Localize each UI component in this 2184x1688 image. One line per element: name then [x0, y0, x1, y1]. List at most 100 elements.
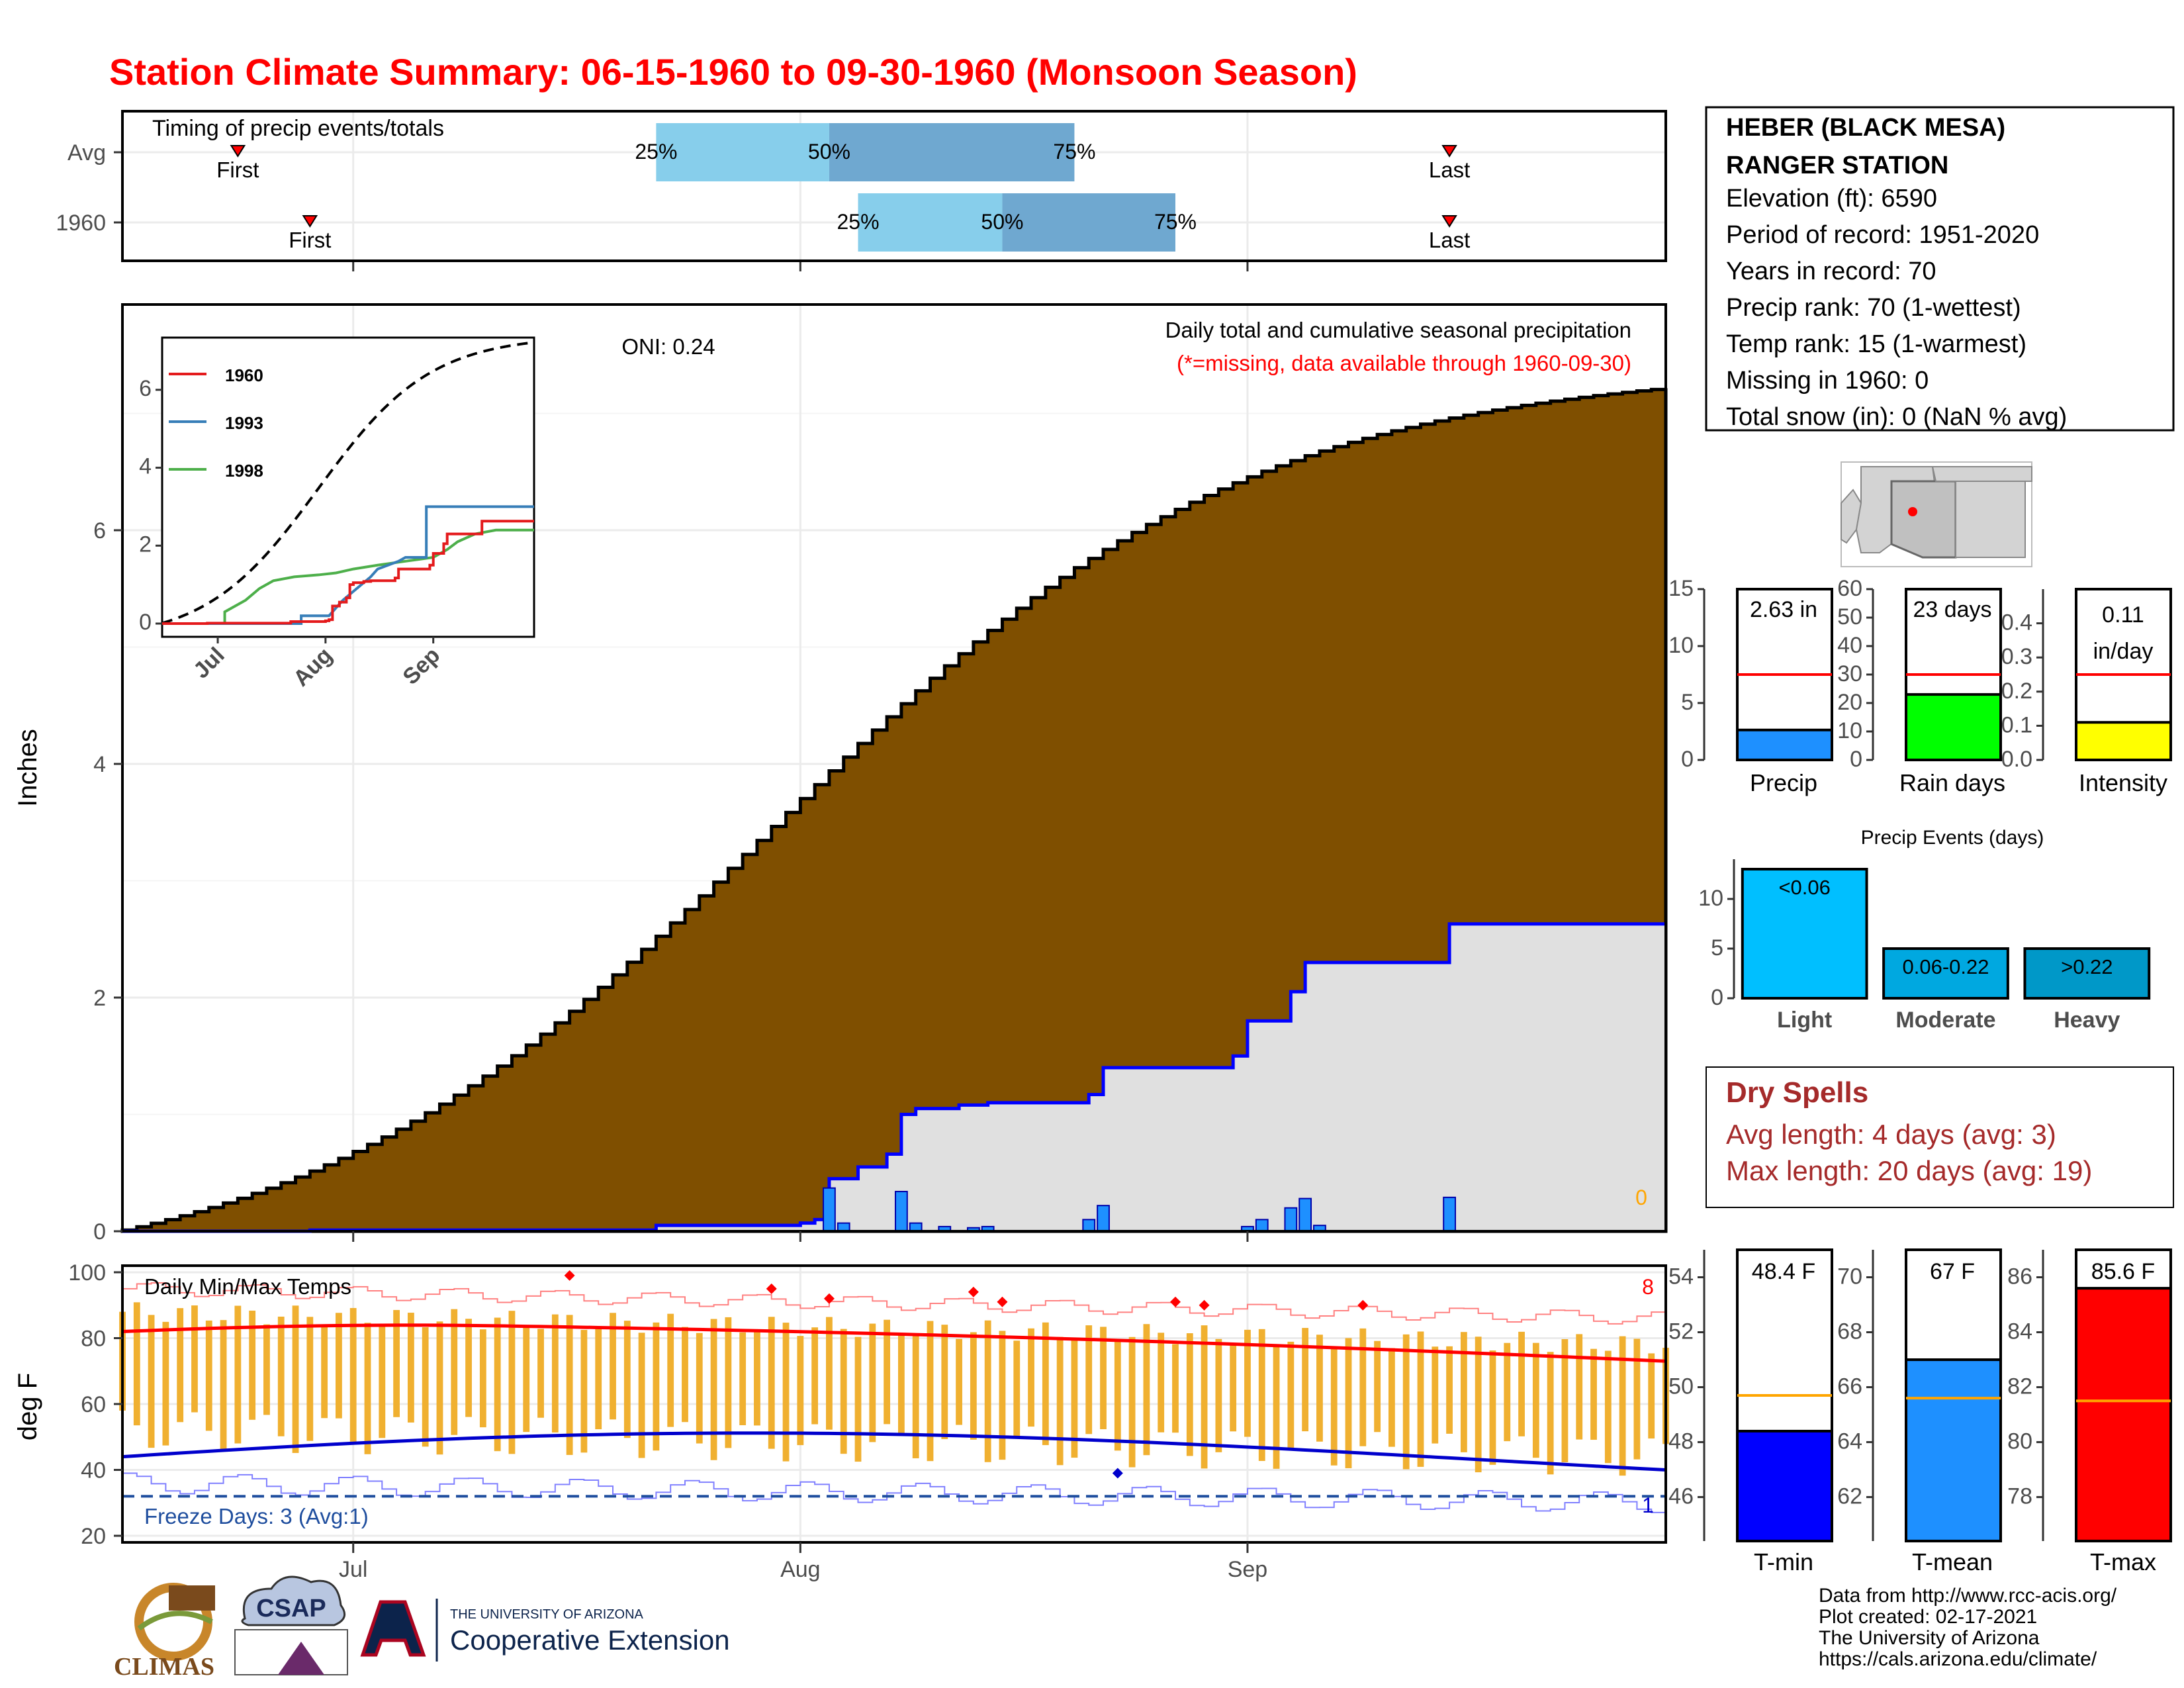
- small-raindays-y-tick-label: 20: [1837, 690, 1862, 715]
- daily-precip-bar: [1255, 1219, 1269, 1232]
- dry-spells-title: Dry Spells: [1726, 1076, 1868, 1109]
- temp-range-bar: [306, 1317, 314, 1441]
- precip-y-axis: 0 2 4 6: [93, 518, 1249, 1244]
- temp-range-bar: [205, 1320, 212, 1431]
- timing-first-label: First: [216, 158, 259, 182]
- precip-y-tick-label: 2: [93, 986, 106, 1011]
- timing-first-label: First: [289, 228, 331, 252]
- temp-range-bar: [811, 1327, 819, 1425]
- inset-series-1960: [162, 520, 534, 625]
- precip-y-label: Inches: [13, 729, 42, 807]
- station-info-frame: [1705, 106, 2175, 432]
- temp-range-bar: [768, 1317, 775, 1449]
- credits-line3: The University of Arizona: [1819, 1627, 2040, 1649]
- timing-last-label: Last: [1429, 228, 1470, 252]
- temp-range-bar: [407, 1313, 414, 1423]
- daily-precip-bar: [1298, 1197, 1312, 1232]
- temp-range-bar: [465, 1319, 472, 1417]
- legend-label-1993: 1993: [225, 413, 263, 433]
- temp-y-tick-label: 100: [68, 1260, 106, 1286]
- events-bar-label: <0.06: [1778, 876, 1830, 899]
- timing-bar-50-75: [829, 123, 1075, 181]
- temp-range-bar: [1028, 1328, 1034, 1427]
- credits-line4: https://cals.arizona.edu/climate/: [1819, 1648, 2097, 1670]
- dry-spells-box: Dry Spells Avg length: 4 days (avg: 3) M…: [1706, 1066, 2174, 1208]
- station-precip-rank: Precip rank: 70 (1-wettest): [1726, 294, 2021, 322]
- temp-range-bar: [797, 1336, 804, 1446]
- locator-map: [1841, 461, 2032, 567]
- temp-y-tick-label: 40: [81, 1458, 106, 1483]
- temp-range-bar: [927, 1321, 934, 1462]
- small-tmean-y-tick-label: 68: [1837, 1319, 1862, 1344]
- small-precip-y-tick-label: 5: [1681, 690, 1694, 715]
- temp-range-bar: [1172, 1344, 1179, 1433]
- temp-x-tick-label: Jul: [339, 1557, 367, 1582]
- small-tmin-y-tick-label: 52: [1668, 1319, 1694, 1344]
- events-category-label: Heavy: [2054, 1008, 2120, 1033]
- inset-series-1993: [162, 505, 534, 625]
- csap-logo-text: CSAP: [256, 1595, 326, 1622]
- temp-range-bar: [1633, 1338, 1641, 1460]
- temp-range-bar: [1302, 1328, 1309, 1432]
- temp-range-bar: [941, 1325, 948, 1439]
- precip-panel-title: Daily total and cumulative seasonal prec…: [1165, 318, 1631, 342]
- small-intensity-value-bar: [2075, 721, 2172, 761]
- timing-first-marker: [230, 145, 246, 158]
- timing-q75-label: 75%: [1154, 210, 1197, 234]
- temp-range-bar: [826, 1317, 833, 1430]
- temp-range-bar: [508, 1311, 516, 1454]
- small-tmax-y-tick-label: 86: [2007, 1264, 2032, 1289]
- daily-precip-bar: [823, 1187, 836, 1232]
- temp-range-bar: [148, 1315, 155, 1448]
- station-elevation: Elevation (ft): 6590: [1726, 185, 1937, 212]
- inset-average-line: [161, 341, 535, 625]
- inset-legend: 1960 1993 1998: [169, 365, 263, 481]
- temp-range-bar: [1056, 1336, 1064, 1466]
- small-raindays-y-tick-label: 50: [1837, 604, 1862, 630]
- inset-y-tick-label: 0: [139, 610, 152, 635]
- temp-range-bar: [451, 1309, 458, 1435]
- precip-panel-frame: [121, 303, 1667, 1233]
- precip-total-chart: 0 5 10 15: [1668, 576, 1833, 772]
- timing-q75-label: 75%: [1053, 140, 1095, 164]
- record-low-marker: [1112, 1468, 1123, 1479]
- record-high-marker: [968, 1286, 979, 1297]
- temp-range-bar: [494, 1317, 501, 1452]
- precip-y-tick-label: 0: [93, 1219, 106, 1244]
- temp-range-bar: [1287, 1341, 1295, 1450]
- precip-panel: Daily total and cumulative seasonal prec…: [13, 303, 1668, 1244]
- temp-range-bar: [191, 1305, 198, 1413]
- temp-range-bar: [884, 1319, 891, 1425]
- station-info-box: HEBER (BLACK MESA) RANGER STATION Elevat…: [1705, 106, 2175, 432]
- small-tmax-y-tick-label: 84: [2007, 1319, 2032, 1344]
- temp-range-bar: [1590, 1348, 1597, 1440]
- intensity-value-line2: in/day: [2093, 639, 2154, 664]
- small-raindays-y-tick-label: 60: [1837, 576, 1862, 601]
- events-y-tick-label: 10: [1698, 886, 1723, 911]
- temp-range-bar: [725, 1317, 732, 1448]
- raindays-value-label: 23 days: [1913, 597, 1991, 622]
- temp-range-bar: [667, 1313, 674, 1427]
- small-tmean-y-tick-label: 64: [1837, 1429, 1862, 1454]
- temp-range-bar: [1345, 1338, 1352, 1468]
- timing-first-marker: [302, 215, 318, 228]
- station-years: Years in record: 70: [1726, 258, 1936, 285]
- tmin-value-label: 48.4 F: [1752, 1259, 1815, 1284]
- station-temp-rank: Temp rank: 15 (1-warmest): [1726, 330, 2026, 358]
- temp-range-bar: [1504, 1342, 1511, 1442]
- record-high-line: [122, 1282, 1666, 1325]
- small-tmax-y-tick-label: 78: [2007, 1484, 2032, 1509]
- events-y-tick-label: 5: [1711, 935, 1723, 961]
- temp-range-bar: [1244, 1329, 1251, 1437]
- temp-range-bar: [854, 1336, 862, 1462]
- temp-range-bar: [422, 1327, 429, 1447]
- temp-range-bar: [1143, 1324, 1150, 1456]
- temp-range-bar: [277, 1317, 285, 1436]
- temp-range-bar: [263, 1324, 270, 1415]
- temp-range-bar: [1186, 1333, 1193, 1456]
- temp-panel-title: Daily Min/Max Temps: [144, 1274, 351, 1299]
- credits: Data from http://www.rcc-acis.org/ Plot …: [1819, 1585, 2117, 1670]
- ua-logo: THE UNIVERSITY OF ARIZONA Cooperative Ex…: [360, 1599, 730, 1662]
- temp-range-bar: [1561, 1338, 1569, 1462]
